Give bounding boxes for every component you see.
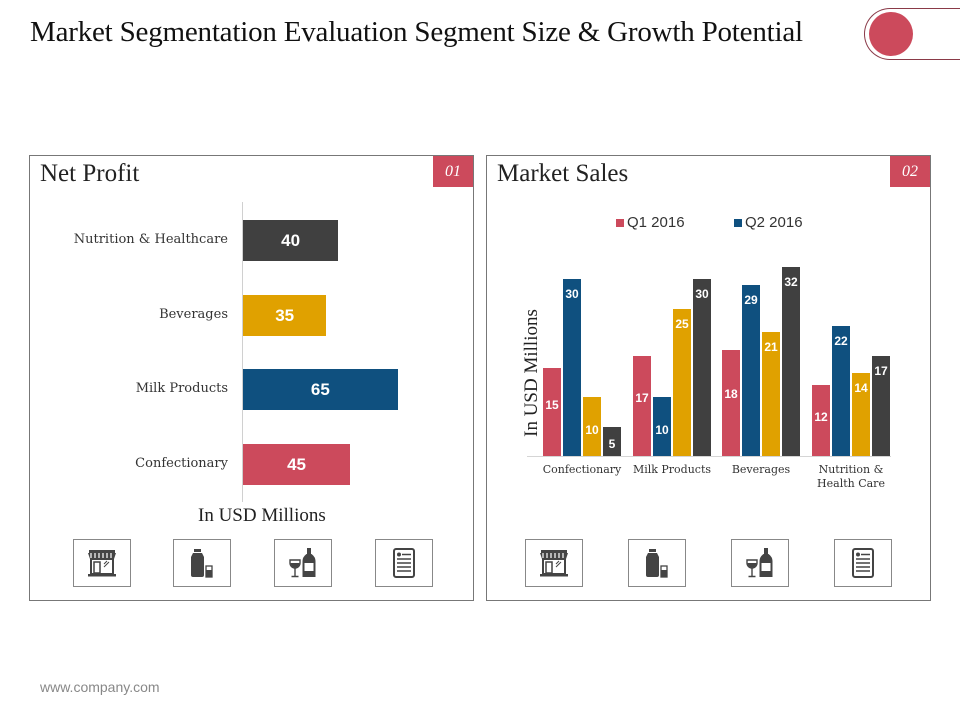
bar: 65	[243, 369, 398, 410]
wine-icon-box	[274, 539, 332, 587]
bar: 30	[563, 279, 581, 456]
bar-value-label: 17	[874, 363, 888, 378]
bar: 17	[633, 355, 651, 456]
category-axis-label: Milk Products	[632, 463, 712, 476]
page-title: Market Segmentation Evaluation Segment S…	[30, 16, 803, 48]
bar: 45	[243, 444, 351, 485]
decorative-circle	[869, 12, 913, 56]
bar-value-label: 65	[310, 380, 330, 399]
bar-category-label: Nutrition & Healthcare	[73, 232, 228, 247]
store-icon-box	[73, 539, 131, 587]
bar: 22	[832, 326, 850, 456]
bar-value-label: 15	[545, 398, 559, 413]
menu-icon-box	[834, 539, 892, 587]
wine-icon-box	[731, 539, 789, 587]
bar: 18	[722, 349, 740, 456]
menu-icon-box	[375, 539, 433, 587]
net-profit-unit-label: In USD Millions	[198, 505, 326, 526]
legend-label-q1: Q1 2016	[627, 214, 685, 231]
bar-value-label: 40	[281, 231, 301, 250]
bar: 5	[603, 426, 621, 456]
bar-value-label: 35	[275, 306, 295, 325]
bar: 15	[543, 367, 561, 456]
decorative-pill	[864, 8, 960, 60]
legend-swatch-q1	[616, 218, 624, 227]
wine-icon	[289, 548, 316, 578]
net-profit-axis	[242, 202, 243, 502]
menu-card-icon	[393, 548, 415, 578]
market-sales-panel: Market Sales 02 Q1 2016 Q2 2016 In USD M…	[486, 155, 931, 601]
milk-bottle-icon	[191, 549, 213, 578]
legend-item-q2: Q2 2016	[734, 214, 803, 231]
bar: 40	[243, 220, 339, 261]
market-sales-y-axis-label: In USD Millions	[521, 309, 542, 437]
bar-value-label: 30	[695, 287, 709, 301]
net-profit-badge: 01	[433, 156, 473, 187]
bar-value-label: 17	[635, 390, 649, 405]
milk-bottle-icon	[646, 549, 668, 578]
bar: 14	[852, 373, 870, 456]
bar: 32	[782, 267, 800, 456]
bar: 29	[742, 284, 760, 456]
legend-item-q1: Q1 2016	[616, 214, 685, 231]
bar-category-label: Beverages	[159, 307, 228, 322]
milk-icon-box	[628, 539, 686, 587]
legend-swatch-q2	[734, 218, 742, 227]
category-axis-label: Nutrition & Health Care	[817, 463, 885, 490]
legend-label-q2: Q2 2016	[745, 214, 803, 231]
bar-value-label: 29	[744, 292, 758, 307]
bar-value-label: 5	[608, 437, 616, 452]
bar: 10	[653, 397, 671, 456]
bar: 35	[243, 295, 327, 336]
bar-value-label: 14	[854, 381, 868, 396]
bar: 30	[693, 279, 711, 456]
bar-value-label: 22	[834, 334, 848, 349]
market-sales-baseline	[527, 456, 891, 457]
store-icon	[540, 550, 568, 577]
bar-value-label: 12	[814, 409, 828, 424]
bar: 21	[762, 332, 780, 456]
category-axis-label: Confectionary	[542, 463, 622, 476]
bar-value-label: 32	[784, 275, 798, 290]
store-icon	[88, 550, 116, 577]
market-sales-badge: 02	[890, 156, 930, 187]
bar-value-label: 18	[724, 386, 738, 401]
category-axis-label: Beverages	[731, 463, 791, 476]
bar: 17	[872, 355, 890, 456]
bar-value-label: 21	[764, 340, 778, 355]
menu-card-icon	[852, 548, 874, 578]
wine-icon	[746, 548, 773, 578]
market-sales-title: Market Sales	[497, 160, 629, 187]
bar-value-label: 10	[655, 422, 669, 437]
bar-value-label: 25	[675, 316, 689, 331]
bar-value-label: 30	[565, 287, 579, 301]
bar-category-label: Milk Products	[135, 381, 228, 396]
bar-category-label: Confectionary	[135, 456, 228, 471]
bar: 12	[812, 385, 830, 456]
net-profit-panel: Net Profit 01 Nutrition & Healthcare 40 Be…	[29, 155, 474, 601]
net-profit-title: Net Profit	[40, 160, 140, 187]
store-icon-box	[525, 539, 583, 587]
bar: 25	[673, 308, 691, 456]
milk-icon-box	[173, 539, 231, 587]
bar-value-label: 10	[585, 422, 599, 437]
footer-url: www.company.com	[40, 679, 160, 695]
bar-value-label: 45	[287, 455, 306, 474]
bar: 10	[583, 397, 601, 456]
